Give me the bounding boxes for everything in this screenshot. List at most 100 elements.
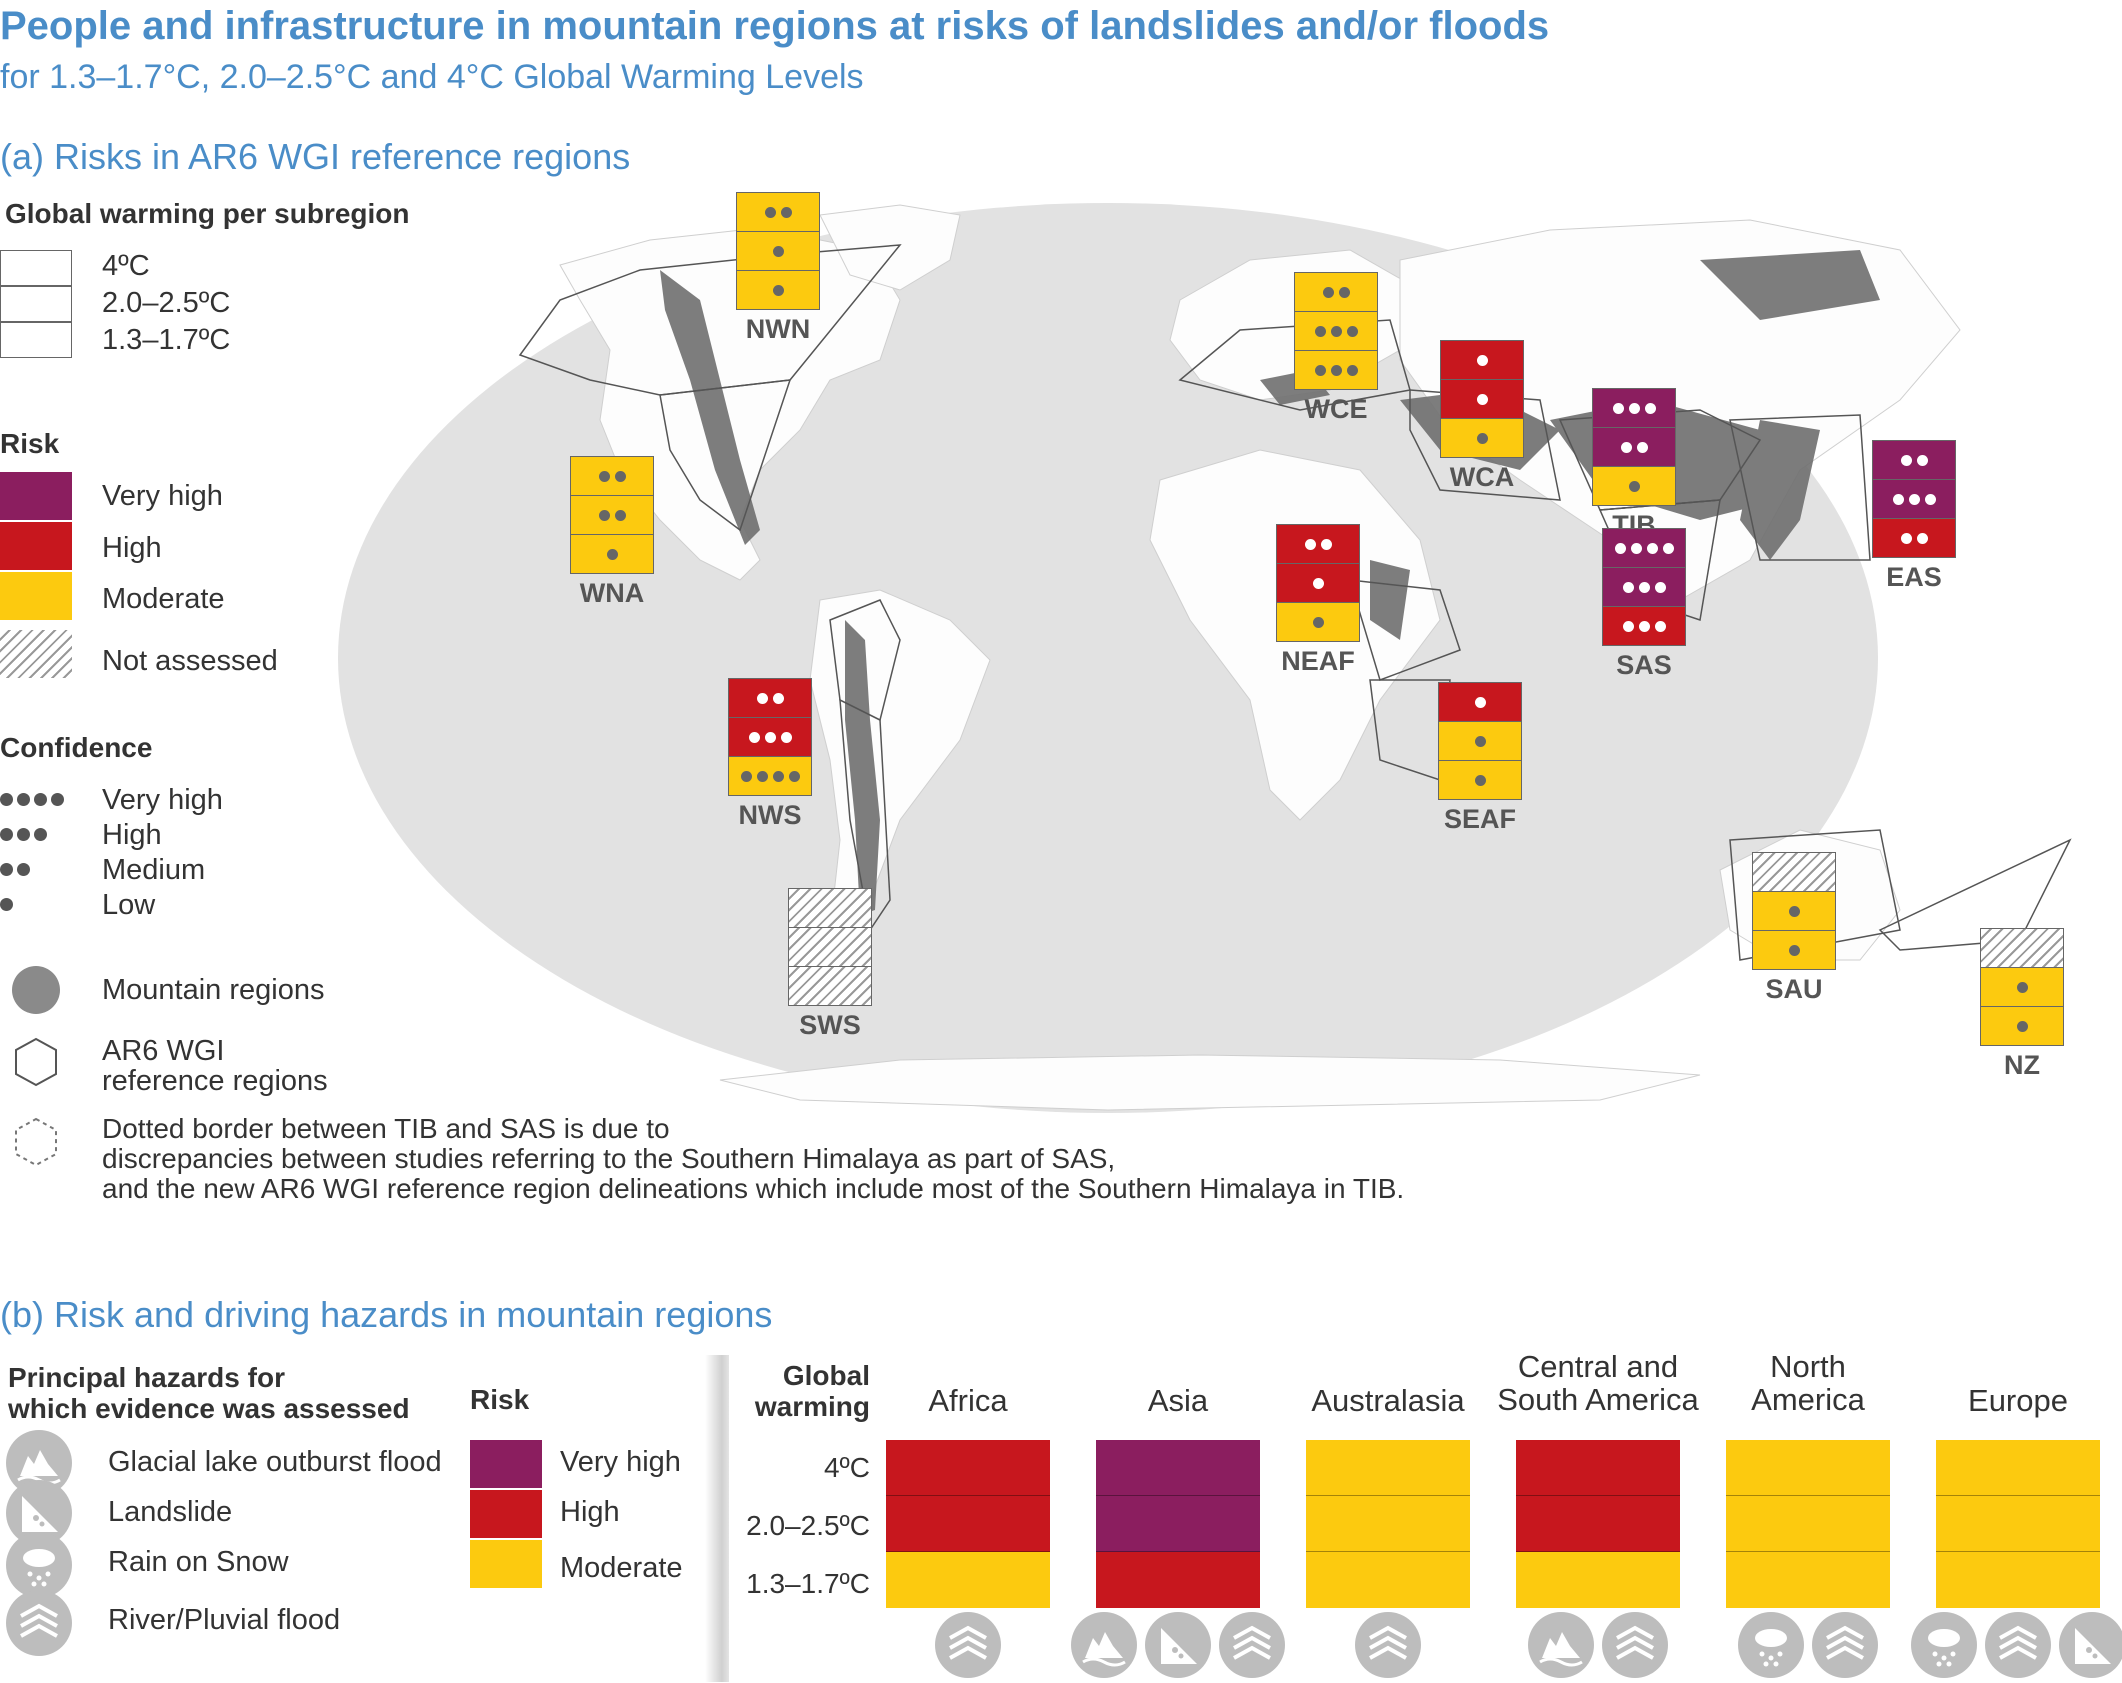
region-sas: SAS (1602, 528, 1686, 680)
dotted-note-line3: and the new AR6 WGI reference region del… (102, 1173, 1405, 1204)
gw-level-2c: 2.0–2.5ºC (746, 1510, 870, 1541)
region-tib-level-1 (1592, 427, 1676, 467)
hazard-label-landslide: Landslide (108, 1496, 233, 1528)
risk-level-1 (886, 1496, 1050, 1552)
legend-confidence-very-high: Very high (102, 784, 223, 816)
region-sau: SAU (1752, 852, 1836, 1004)
legend-risk-moderate: Moderate (102, 583, 225, 615)
confidence-dot (1304, 538, 1316, 550)
confidence-dot (1474, 735, 1486, 747)
mountain-rockies (660, 270, 760, 545)
dotted-hexagon-icon (15, 1117, 57, 1167)
confidence-dot (1314, 325, 1326, 337)
continent-name-north: North America (1686, 1350, 1930, 1416)
risk-level-1 (1096, 1496, 1260, 1552)
region-sau-level-1 (1752, 891, 1836, 931)
confidence-dot (748, 731, 760, 743)
legend-risk-not-assessed: Not assessed (102, 645, 278, 677)
region-wce-level-1 (1294, 311, 1378, 351)
glacial-lake-outburst-flood-icon (1528, 1612, 1594, 1678)
confidence-dot (1628, 402, 1640, 414)
confidence-dot (780, 206, 792, 218)
region-wce-level-2 (1294, 350, 1378, 390)
confidence-dot (598, 470, 610, 482)
risk-level-1 (1726, 1496, 1890, 1552)
continent-name-australasia: Australasia (1266, 1384, 1510, 1417)
continent-name-line1: Australasia (1311, 1383, 1465, 1418)
region-label-sas: SAS (1616, 650, 1672, 680)
confidence-dot (1312, 616, 1324, 628)
confidence-dot (2016, 1020, 2028, 1032)
continent-risk-bar-central-and (1516, 1440, 1680, 1608)
legend-risk-very-high: Very high (102, 480, 223, 512)
confidence-dot (1346, 364, 1358, 376)
confidence-medium-dots (0, 863, 34, 883)
region-label-wca: WCA (1449, 462, 1515, 492)
continent-name-asia: Asia (1056, 1384, 1300, 1417)
continent-risk-bar-asia (1096, 1440, 1260, 1608)
risk-level-2 (1096, 1552, 1260, 1608)
region-seaf-level-1 (1438, 721, 1522, 761)
legend-risk-swatches (0, 472, 80, 682)
confidence-dot (1636, 441, 1648, 453)
legend-warming-4c-swatch (0, 250, 72, 286)
confidence-dot (1916, 454, 1928, 466)
region-nws-level-0 (728, 678, 812, 718)
region-wca-level-2 (1440, 418, 1524, 458)
region-nws-level-2 (728, 756, 812, 796)
confidence-dot (1644, 402, 1656, 414)
hazards-title: Principal hazards for which evidence was… (8, 1362, 410, 1424)
confidence-low-dots (0, 898, 17, 918)
hazard-label-rain-on-snow: Rain on Snow (108, 1546, 289, 1578)
legend-ar6-regions: AR6 WGI reference regions (102, 1036, 328, 1096)
region-label-sws: SWS (799, 1010, 861, 1040)
region-sws-level-1 (788, 927, 872, 967)
region-eas-level-2 (1872, 518, 1956, 558)
region-nz-level-2 (1980, 1006, 2064, 1046)
confidence-dot (1474, 774, 1486, 786)
confidence-dot (1476, 432, 1488, 444)
legend-warming-swatches (0, 250, 80, 358)
mountain-andes (845, 620, 880, 915)
confidence-dot (1628, 480, 1640, 492)
confidence-dot (1788, 905, 1800, 917)
legend-risk-moderate-swatch (0, 572, 72, 620)
global-warming-title-line2: warming (754, 1391, 870, 1422)
mountain-regions-icon (12, 966, 60, 1014)
confidence-dot (1654, 620, 1666, 632)
region-seaf-level-0 (1438, 682, 1522, 722)
confidence-dot (1476, 393, 1488, 405)
region-sau-level-0 (1752, 852, 1836, 892)
legend-risk-high-swatch (0, 522, 72, 570)
region-label-wce: WCE (1304, 394, 1368, 424)
legend-risk-very-high-swatch (0, 472, 72, 520)
region-nws-level-1 (728, 717, 812, 757)
legend-warming-2c: 2.0–2.5ºC (102, 287, 231, 319)
region-label-sau: SAU (1765, 974, 1823, 1004)
panel-b-risk-high: High (560, 1496, 620, 1528)
region-eas-level-0 (1872, 440, 1956, 480)
confidence-dot (2016, 981, 2028, 993)
mountain-siberia (1700, 250, 1880, 320)
continent-name-line1: North (1770, 1349, 1846, 1384)
risk-level-2 (1306, 1552, 1470, 1608)
confidence-dot (1474, 696, 1486, 708)
confidence-dot (614, 470, 626, 482)
continent-risk-bar-europe (1936, 1440, 2100, 1608)
confidence-dot (1330, 325, 1342, 337)
hazard-label-flood: River/Pluvial flood (108, 1604, 341, 1636)
confidence-dot (764, 731, 776, 743)
river-pluvial-flood-icon (1602, 1612, 1668, 1678)
region-nz-level-1 (1980, 967, 2064, 1007)
region-label-nws: NWS (738, 800, 802, 830)
confidence-dot (1338, 286, 1350, 298)
risk-level-1 (1516, 1496, 1680, 1552)
panel-b-very-high-swatch (470, 1440, 542, 1488)
river-pluvial-flood-icon (1219, 1612, 1285, 1678)
legend-confidence-high: High (102, 819, 162, 851)
legend-warming-title: Global warming per subregion (5, 198, 410, 229)
region-nwn-level-2 (736, 270, 820, 310)
confidence-dot (1654, 581, 1666, 593)
river-pluvial-flood-icon (935, 1612, 1001, 1678)
ar6-region-hexagon-icon (15, 1037, 57, 1087)
